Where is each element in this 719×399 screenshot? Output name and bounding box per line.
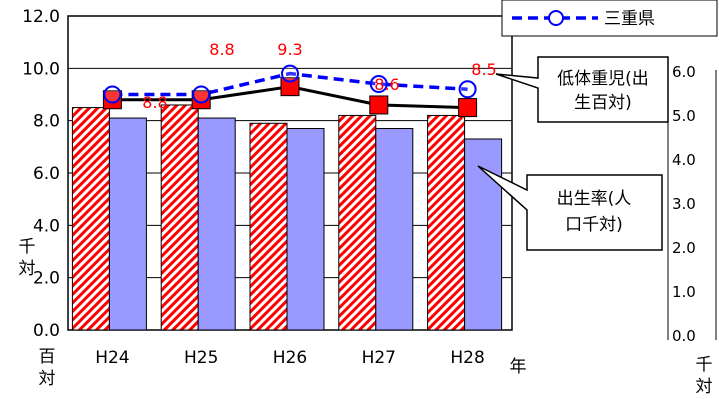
y-tick-label: 0.0 [33,321,60,341]
x-tick-label: H24 [95,348,129,368]
bar-birth-rate [427,114,466,331]
data-label: 8.8 [142,93,167,112]
left-unit-label: 千 [19,237,36,257]
right-tick-label: 0.0 [672,327,696,345]
marker-square [458,98,478,118]
marker-square [191,90,211,110]
right-unit-label: 千 [696,355,713,375]
data-label: 8.6 [374,75,399,94]
bar-mie [197,117,236,331]
right-tick-label: 1.0 [672,283,696,301]
left-bottom-unit-label: 対 [39,369,56,389]
y-tick-label: 8.0 [33,112,60,132]
bar-birth-rate [249,122,288,331]
bar-mie [464,138,503,331]
marker-square [102,90,122,110]
marker-circle [103,85,122,104]
left-bottom-unit-label: 百 [39,347,56,367]
marker-circle [458,80,477,99]
y-tick-label: 2.0 [33,269,60,289]
callout-text: 低体重児(出 [557,69,649,89]
y-tick-label: 10.0 [22,59,60,79]
line-mie [112,71,468,97]
legend: 三重県 [501,0,718,37]
marker-square [369,95,389,115]
y-tick-label: 4.0 [33,216,60,236]
lines [102,64,478,118]
left-unit-label: 対 [19,259,36,279]
right-tick-label: 3.0 [672,195,696,213]
x-tick-label: H25 [184,348,218,368]
callout-box [495,56,669,123]
y-tick-label: 6.0 [33,164,60,184]
x-tick-label: H28 [450,348,484,368]
bar-birth-rate [71,107,110,331]
right-tick-label: 5.0 [672,107,696,125]
marker-circle [369,75,388,94]
bar-mie [375,128,414,331]
bar-mie [286,128,325,331]
right-tick-label: 2.0 [672,239,696,257]
marker-circle [281,64,299,83]
data-label: 8.8 [209,40,234,59]
right-tick-label: 6.0 [672,63,696,81]
bar-birth-rate [338,114,377,331]
marker-circle [192,85,211,104]
callout-text: 出生率(人 [557,189,632,209]
labels: 0.0 2.0 4.0 6.0 8.0 10.0 12.0 0.0 1.0 2.0 3.0 4.0 5.… [19,7,713,397]
data-label: 8.5 [471,60,496,79]
callout-text: 生百対) [574,93,632,113]
legend-marker [548,10,564,26]
right-unit-label: 対 [696,377,713,397]
marker-square [280,77,300,97]
bar-mie [108,117,147,331]
x-tick-label: H27 [362,348,396,368]
x-unit-label: 年 [510,357,527,377]
x-tick-label: H26 [273,348,307,368]
callout-box [477,165,663,251]
right-tick-label: 4.0 [672,151,696,169]
y-tick-label: 12.0 [22,7,60,27]
data-label: 9.3 [277,40,302,59]
bar-birth-rate [160,104,199,331]
legend-label: 三重県 [604,9,655,29]
callout-text: 口千対) [565,215,623,235]
bars [71,104,503,331]
